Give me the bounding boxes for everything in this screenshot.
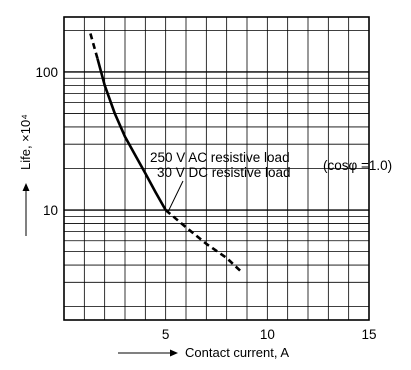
y-tick-label: 100 [35,65,58,80]
annotation-leader-line [167,180,184,213]
plot-frame [63,16,370,321]
y-axis-label: Life, ×10⁴ [18,114,33,170]
tick-labels: 5 10 15 10 100 [35,65,376,342]
x-axis-label: Contact current, A [185,345,289,360]
annotation-line-dc: 30 V DC resistive load [157,165,291,180]
curve-segment-solid [96,58,167,211]
x-axis-arrowhead [170,349,178,357]
annotation-line-ac: 250 V AC resistive load [150,150,290,165]
x-tick-label: 10 [260,327,275,342]
curve-segment-dashed [89,33,99,59]
y-axis-arrowhead [22,183,30,191]
series [89,33,242,273]
x-tick-label: 5 [162,327,170,342]
y-tick-label: 10 [43,203,58,218]
annotation-condition: (cosφ =1.0) [323,158,392,173]
curve-segment-dashed [164,209,242,273]
annotation: 250 V AC resistive load 30 V DC resistiv… [150,150,392,213]
axis-labels: Contact current, A Life, ×10⁴ [18,114,289,360]
x-tick-label: 15 [361,327,376,342]
